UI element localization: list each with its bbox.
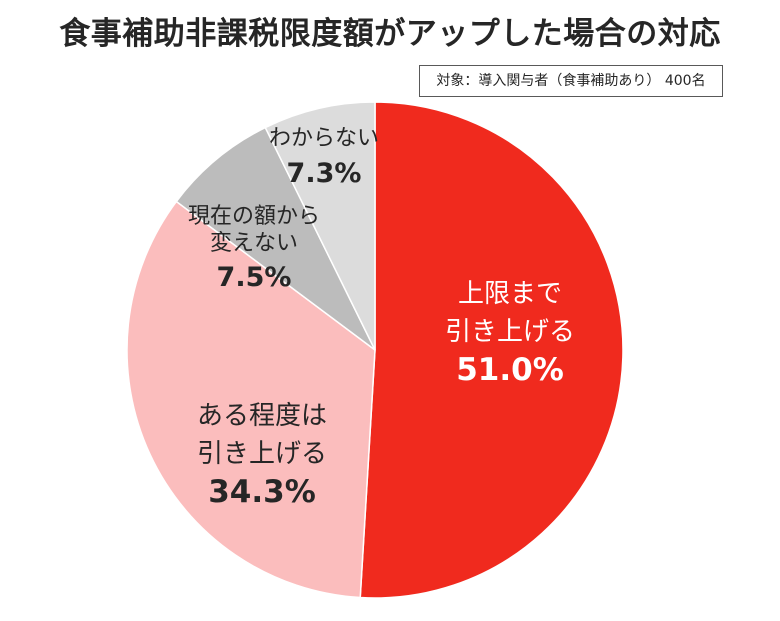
pie-slice-3 — [175, 126, 376, 351]
slice-3-label-line-1: 現在の額から — [188, 204, 320, 229]
slice-1-label-line-1: 上限まで — [458, 279, 562, 309]
slice-3-value-label: 7.5% — [217, 262, 292, 293]
slice-1-label-line-2: 引き上げる — [445, 317, 575, 347]
slice-2-label-line-1: ある程度は — [197, 401, 327, 431]
slice-4-value-label: 7.3% — [287, 158, 362, 189]
pie-slice-1 — [359, 101, 624, 599]
sample-note: 対象：導入関与者（食事補助あり） 400名 — [419, 65, 723, 97]
chart-title: 食事補助非課税限度額がアップした場合の対応 — [59, 16, 721, 52]
pie-slice-4 — [264, 101, 376, 351]
slice-2-value-label: 34.3% — [208, 474, 316, 510]
slice-2-label-line-2: 引き上げる — [197, 439, 327, 469]
slice-1-value-label: 51.0% — [456, 352, 564, 388]
pie-slice-2 — [126, 200, 376, 599]
slice-4-label-line-1: わからない — [269, 126, 379, 151]
slice-3-label-line-2: 変えない — [210, 231, 298, 256]
